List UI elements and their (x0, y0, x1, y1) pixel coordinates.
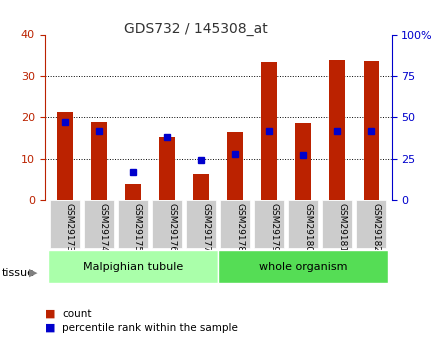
Text: GSM29174: GSM29174 (99, 203, 108, 252)
Text: GSM29176: GSM29176 (167, 203, 176, 252)
FancyBboxPatch shape (220, 200, 251, 248)
FancyBboxPatch shape (186, 200, 216, 248)
Text: GSM29182: GSM29182 (371, 203, 380, 252)
Bar (57, 112, 73, 200)
Bar (295, 123, 311, 200)
Bar (262, 62, 277, 200)
FancyBboxPatch shape (48, 250, 218, 283)
Text: whole organism: whole organism (259, 262, 348, 272)
Text: tissue: tissue (2, 268, 35, 277)
Text: ■: ■ (44, 323, 55, 333)
FancyBboxPatch shape (356, 200, 387, 248)
FancyBboxPatch shape (152, 200, 182, 248)
FancyBboxPatch shape (288, 200, 319, 248)
Bar (194, 175, 209, 200)
Bar (364, 61, 379, 200)
Text: GSM29181: GSM29181 (337, 203, 346, 252)
Bar (329, 60, 345, 200)
Text: Malpighian tubule: Malpighian tubule (83, 262, 183, 272)
Bar (159, 137, 175, 200)
Text: ▶: ▶ (29, 268, 37, 277)
Text: count: count (62, 309, 92, 319)
Bar (91, 122, 107, 200)
Text: GDS732 / 145308_at: GDS732 / 145308_at (124, 22, 268, 37)
Text: GSM29173: GSM29173 (65, 203, 74, 252)
Text: GSM29178: GSM29178 (235, 203, 244, 252)
Bar (227, 132, 243, 200)
FancyBboxPatch shape (254, 200, 284, 248)
FancyBboxPatch shape (218, 250, 388, 283)
Text: GSM29177: GSM29177 (201, 203, 210, 252)
Text: GSM29175: GSM29175 (133, 203, 142, 252)
FancyBboxPatch shape (84, 200, 114, 248)
FancyBboxPatch shape (49, 200, 80, 248)
Text: ■: ■ (44, 309, 55, 319)
FancyBboxPatch shape (322, 200, 352, 248)
Bar (125, 184, 141, 200)
Text: percentile rank within the sample: percentile rank within the sample (62, 323, 238, 333)
FancyBboxPatch shape (117, 200, 148, 248)
Text: GSM29180: GSM29180 (303, 203, 312, 252)
Text: GSM29179: GSM29179 (269, 203, 278, 252)
